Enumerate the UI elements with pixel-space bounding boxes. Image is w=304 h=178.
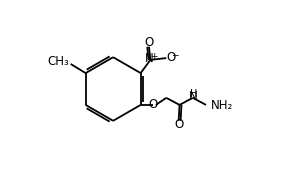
Text: N: N [145,53,154,66]
Text: N: N [189,90,198,103]
Text: NH₂: NH₂ [211,99,233,112]
Text: +: + [150,52,158,61]
Text: O: O [167,51,176,64]
Text: O: O [174,118,184,131]
Text: O: O [148,98,158,111]
Text: H: H [190,89,197,99]
Text: O: O [144,36,154,49]
Text: −: − [171,50,179,59]
Text: CH₃: CH₃ [47,55,69,68]
